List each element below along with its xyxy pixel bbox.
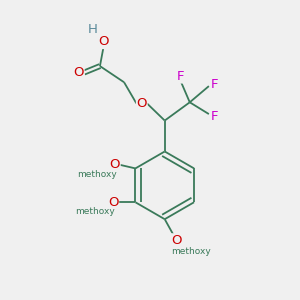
Text: F: F [177,70,185,83]
Text: O: O [110,158,120,171]
Text: F: F [210,110,218,123]
Text: O: O [136,97,147,110]
Text: O: O [171,234,182,247]
Text: methoxy: methoxy [171,247,211,256]
Text: O: O [74,66,84,79]
Text: methoxy: methoxy [77,170,116,179]
Text: F: F [210,77,218,91]
Text: O: O [98,35,109,48]
Text: O: O [108,196,119,209]
Text: methoxy: methoxy [75,207,115,216]
Text: H: H [87,23,97,36]
